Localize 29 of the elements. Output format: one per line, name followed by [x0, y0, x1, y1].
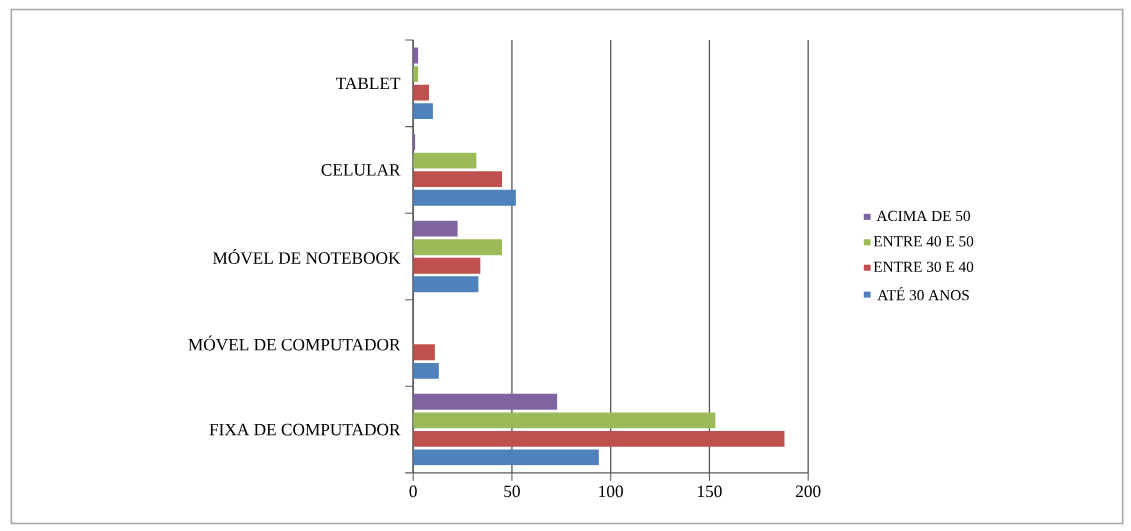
x-tick-label: 0 [409, 485, 417, 498]
bar [413, 449, 599, 466]
x-tick-label: 200 [795, 485, 821, 498]
y-tick-label: TABLET [336, 77, 401, 90]
bar [413, 257, 481, 274]
bar [413, 412, 716, 429]
legend-label: ENTRE 40 E 50 [873, 236, 974, 247]
bar [413, 393, 558, 410]
bar [413, 103, 433, 120]
y-tick-label: FIXA DE COMPUTADOR [209, 423, 401, 436]
y-tick-label: MÓVEL DE COMPUTADOR [188, 335, 401, 351]
legend-label: ACIMA DE 50 [876, 210, 971, 222]
bar [413, 276, 479, 293]
bar [413, 189, 516, 206]
x-tick-label: 100 [599, 485, 623, 498]
bar [413, 152, 477, 169]
bar [413, 344, 435, 361]
bar [413, 171, 503, 188]
bar [413, 84, 429, 101]
y-tick-label: CELULAR [321, 164, 401, 176]
x-tick-label: 150 [697, 485, 722, 498]
bar [413, 430, 785, 447]
legend-label: ATÉ 30 ANOS [877, 287, 969, 301]
legend-label: ENTRE 30 E 40 [873, 261, 974, 272]
bar [413, 239, 503, 256]
bar [413, 362, 439, 379]
x-tick-label: 50 [504, 485, 520, 498]
y-tick-label: MÓVEL DE NOTEBOOK [212, 248, 401, 264]
bar [413, 220, 458, 237]
